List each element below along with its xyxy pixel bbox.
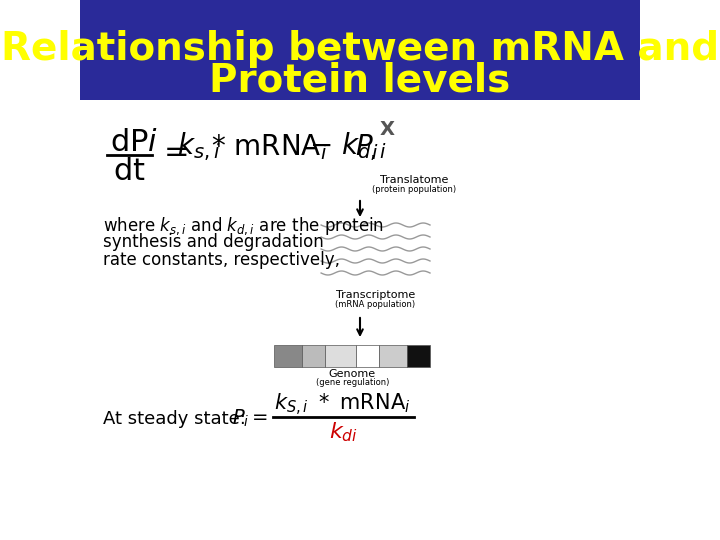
Text: At steady state:: At steady state:: [104, 410, 246, 428]
Bar: [407, 345, 430, 367]
Text: (protein population): (protein population): [372, 185, 456, 194]
Text: $-\ k_{d,i}$: $-\ k_{d,i}$: [310, 130, 387, 163]
Text: $P_i =$: $P_i =$: [232, 408, 268, 429]
Text: (mRNA population): (mRNA population): [336, 300, 415, 309]
Text: Genome: Genome: [328, 369, 376, 379]
Bar: [325, 345, 356, 367]
Text: $*\ \mathrm{mRNA}_{i}$: $*\ \mathrm{mRNA}_{i}$: [211, 132, 328, 162]
Text: where $k_{s,i}$ and $k_{d,i}$ are the protein: where $k_{s,i}$ and $k_{d,i}$ are the pr…: [104, 215, 384, 237]
Text: $k_{di}$: $k_{di}$: [329, 420, 358, 443]
Text: Transcriptome: Transcriptome: [336, 290, 415, 300]
Bar: [274, 345, 302, 367]
Bar: [356, 345, 379, 367]
Text: $=$: $=$: [158, 136, 188, 165]
Text: $k_{S,i}\ *\ \mathrm{mRNA}_i$: $k_{S,i}\ *\ \mathrm{mRNA}_i$: [274, 392, 411, 418]
Text: synthesis and degradation: synthesis and degradation: [104, 233, 324, 251]
Text: Relationship between mRNA and: Relationship between mRNA and: [1, 30, 719, 68]
Bar: [302, 345, 325, 367]
Text: Protein levels: Protein levels: [210, 62, 510, 100]
Text: $P_{i}$: $P_{i}$: [354, 132, 379, 162]
Text: $k_{s,i}$: $k_{s,i}$: [177, 130, 221, 163]
Text: rate constants, respectively,: rate constants, respectively,: [104, 251, 341, 269]
Text: $\mathbf{X}$: $\mathbf{X}$: [379, 120, 395, 139]
Text: (gene regulation): (gene regulation): [315, 378, 389, 387]
Text: $\mathrm{dt}$: $\mathrm{dt}$: [114, 157, 146, 186]
Text: $\mathrm{dP}i$: $\mathrm{dP}i$: [109, 128, 158, 157]
Text: Translatome: Translatome: [380, 175, 449, 185]
Bar: [379, 345, 407, 367]
FancyBboxPatch shape: [80, 0, 640, 100]
